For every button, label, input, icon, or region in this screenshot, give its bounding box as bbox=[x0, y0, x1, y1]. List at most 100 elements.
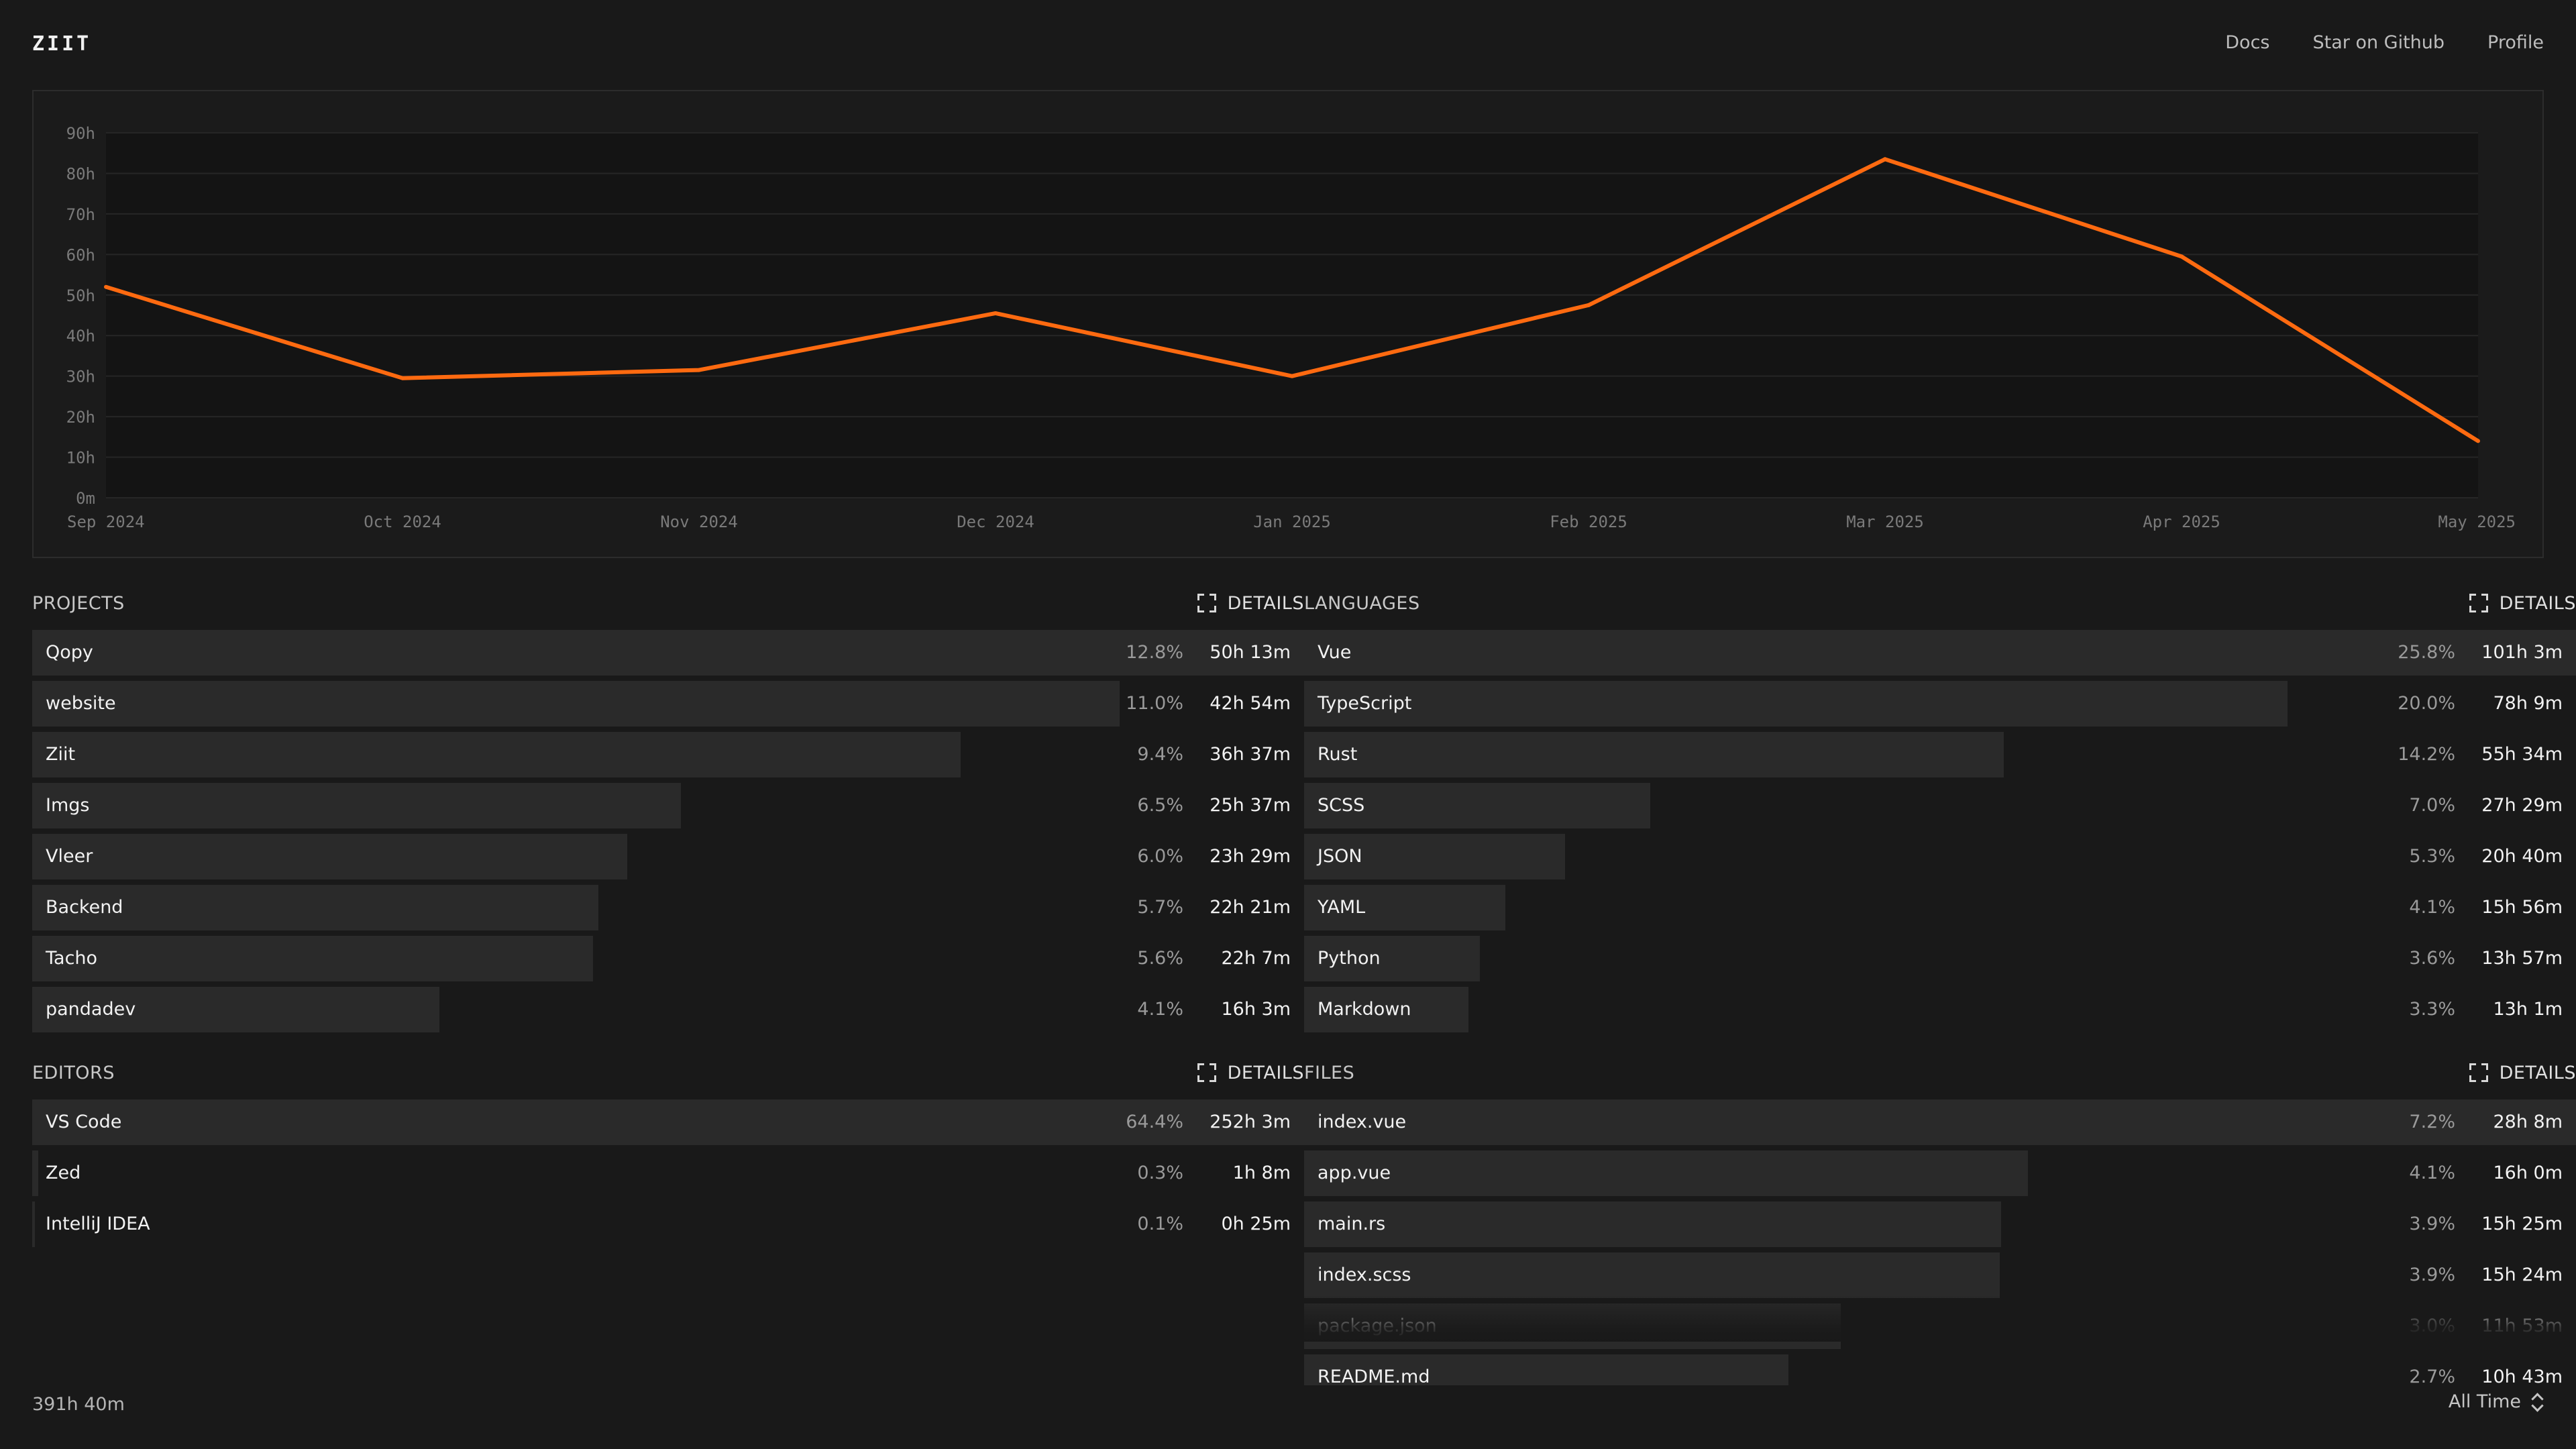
usage-bar bbox=[32, 987, 439, 1032]
files-panel: FILES DETAILS index.vue 7.2% 28h 8m app.vue… bbox=[1304, 1056, 2576, 1385]
nav-docs-link[interactable]: Docs bbox=[2225, 32, 2270, 53]
files-row[interactable]: README.md 2.7% 10h 43m bbox=[1304, 1354, 2576, 1385]
x-tick-label: Sep 2024 bbox=[67, 513, 145, 531]
x-tick-label: May 2025 bbox=[2438, 513, 2516, 531]
languages-row[interactable]: JSON 5.3% 20h 40m bbox=[1304, 834, 2576, 879]
row-name: Ziit bbox=[46, 744, 76, 765]
files-title: FILES bbox=[1304, 1062, 1355, 1083]
x-tick-label: Oct 2024 bbox=[364, 513, 441, 531]
chevron-up-down-icon bbox=[2530, 1392, 2544, 1412]
row-time: 1h 8m bbox=[1232, 1163, 1291, 1183]
row-percent: 20.0% bbox=[2398, 693, 2455, 714]
editors-details-button[interactable]: DETAILS bbox=[1197, 1063, 1304, 1083]
y-tick-label: 70h bbox=[66, 205, 95, 224]
row-name: Imgs bbox=[46, 795, 90, 816]
row-percent: 5.3% bbox=[2409, 846, 2455, 867]
row-percent: 3.9% bbox=[2409, 1214, 2455, 1234]
data-point[interactable] bbox=[104, 284, 108, 289]
languages-row[interactable]: Vue 25.8% 101h 3m bbox=[1304, 630, 2576, 676]
usage-bar bbox=[1304, 936, 1480, 981]
projects-row[interactable]: Vleer 6.0% 23h 29m bbox=[32, 834, 1304, 879]
row-time: 16h 3m bbox=[1221, 999, 1291, 1020]
languages-row[interactable]: SCSS 7.0% 27h 29m bbox=[1304, 783, 2576, 828]
files-row[interactable]: package.json 3.0% 11h 53m bbox=[1304, 1303, 2576, 1349]
row-time: 36h 37m bbox=[1210, 744, 1291, 765]
projects-row[interactable]: Qopy 12.8% 50h 13m bbox=[32, 630, 1304, 676]
data-point[interactable] bbox=[2476, 439, 2480, 443]
row-time: 23h 29m bbox=[1210, 846, 1291, 867]
files-list[interactable]: index.vue 7.2% 28h 8m app.vue 4.1% 16h 0m main… bbox=[1304, 1099, 2576, 1385]
projects-row[interactable]: Tacho 5.6% 22h 7m bbox=[32, 936, 1304, 981]
y-tick-label: 10h bbox=[66, 449, 95, 468]
row-time: 0h 25m bbox=[1221, 1214, 1291, 1234]
data-point[interactable] bbox=[1883, 157, 1887, 162]
editors-row[interactable]: IntelliJ IDEA 0.1% 0h 25m bbox=[32, 1201, 1304, 1247]
usage-bar bbox=[1304, 1099, 2576, 1145]
languages-details-button[interactable]: DETAILS bbox=[2469, 593, 2576, 614]
data-point[interactable] bbox=[400, 376, 405, 380]
x-tick-label: Dec 2024 bbox=[957, 513, 1034, 531]
nav-github-link[interactable]: Star on Github bbox=[2312, 32, 2445, 53]
row-name: Markdown bbox=[1318, 999, 1411, 1020]
files-row[interactable]: index.scss 3.9% 15h 24m bbox=[1304, 1252, 2576, 1298]
languages-row[interactable]: Python 3.6% 13h 57m bbox=[1304, 936, 2576, 981]
usage-bar bbox=[1304, 630, 2576, 676]
logo[interactable]: ZIIT bbox=[32, 32, 92, 56]
top-nav: Docs Star on Github Profile bbox=[2225, 32, 2544, 53]
details-label: DETAILS bbox=[1227, 1062, 1304, 1083]
row-percent: 3.0% bbox=[2409, 1316, 2455, 1336]
row-time: 25h 37m bbox=[1210, 795, 1291, 816]
editors-row[interactable]: VS Code 64.4% 252h 3m bbox=[32, 1099, 1304, 1145]
data-point[interactable] bbox=[697, 368, 701, 372]
nav-profile-link[interactable]: Profile bbox=[2487, 32, 2544, 53]
y-tick-label: 60h bbox=[66, 246, 95, 264]
row-name: Tacho bbox=[46, 948, 98, 969]
time-range-select[interactable]: All Time bbox=[2449, 1391, 2544, 1412]
row-time: 78h 9m bbox=[2493, 693, 2563, 714]
time-chart[interactable]: 0m 10h 20h 30h 40h 50h 60h 70h 80h 90h Sep 2024 Oct… bbox=[32, 90, 2544, 558]
data-point[interactable] bbox=[994, 311, 998, 315]
details-label: DETAILS bbox=[1227, 592, 1304, 614]
row-name: Rust bbox=[1318, 744, 1358, 765]
files-row[interactable]: index.vue 7.2% 28h 8m bbox=[1304, 1099, 2576, 1145]
row-name: README.md bbox=[1318, 1366, 1430, 1385]
files-row[interactable]: app.vue 4.1% 16h 0m bbox=[1304, 1150, 2576, 1196]
row-percent: 6.5% bbox=[1137, 795, 1183, 816]
projects-details-button[interactable]: DETAILS bbox=[1197, 593, 1304, 614]
row-time: 27h 29m bbox=[2481, 795, 2563, 816]
row-name: JSON bbox=[1318, 846, 1362, 867]
row-name: YAML bbox=[1318, 897, 1366, 918]
row-name: website bbox=[46, 693, 116, 714]
projects-row[interactable]: Ziit 9.4% 36h 37m bbox=[32, 732, 1304, 777]
editors-panel: EDITORS DETAILS VS Code 64.4% 252h 3m Zed 0.… bbox=[32, 1056, 1304, 1252]
row-time: 50h 13m bbox=[1210, 642, 1291, 663]
row-name: index.scss bbox=[1318, 1265, 1411, 1285]
y-tick-label: 20h bbox=[66, 408, 95, 427]
files-row[interactable]: main.rs 3.9% 15h 25m bbox=[1304, 1201, 2576, 1247]
languages-row[interactable]: TypeScript 20.0% 78h 9m bbox=[1304, 681, 2576, 727]
projects-row[interactable]: website 11.0% 42h 54m bbox=[32, 681, 1304, 727]
usage-bar bbox=[32, 681, 1120, 727]
projects-row[interactable]: Imgs 6.5% 25h 37m bbox=[32, 783, 1304, 828]
usage-bar bbox=[32, 885, 598, 930]
files-details-button[interactable]: DETAILS bbox=[2469, 1063, 2576, 1083]
languages-row[interactable]: YAML 4.1% 15h 56m bbox=[1304, 885, 2576, 930]
details-label: DETAILS bbox=[2499, 592, 2576, 614]
editors-row[interactable]: Zed 0.3% 1h 8m bbox=[32, 1150, 1304, 1196]
data-point[interactable] bbox=[1587, 303, 1591, 307]
projects-row[interactable]: Backend 5.7% 22h 21m bbox=[32, 885, 1304, 930]
row-name: pandadev bbox=[46, 999, 136, 1020]
row-percent: 25.8% bbox=[2398, 642, 2455, 663]
projects-row[interactable]: pandadev 4.1% 16h 3m bbox=[32, 987, 1304, 1032]
data-point[interactable] bbox=[2180, 254, 2184, 259]
data-point[interactable] bbox=[1290, 374, 1294, 378]
x-tick-label: Apr 2025 bbox=[2143, 513, 2220, 531]
languages-row[interactable]: Rust 14.2% 55h 34m bbox=[1304, 732, 2576, 777]
row-percent: 14.2% bbox=[2398, 744, 2455, 765]
y-tick-label: 50h bbox=[66, 286, 95, 305]
languages-title: LANGUAGES bbox=[1304, 592, 1420, 614]
languages-row[interactable]: Markdown 3.3% 13h 1m bbox=[1304, 987, 2576, 1032]
y-tick-label: 90h bbox=[66, 124, 95, 143]
row-name: Python bbox=[1318, 948, 1381, 969]
row-time: 55h 34m bbox=[2481, 744, 2563, 765]
